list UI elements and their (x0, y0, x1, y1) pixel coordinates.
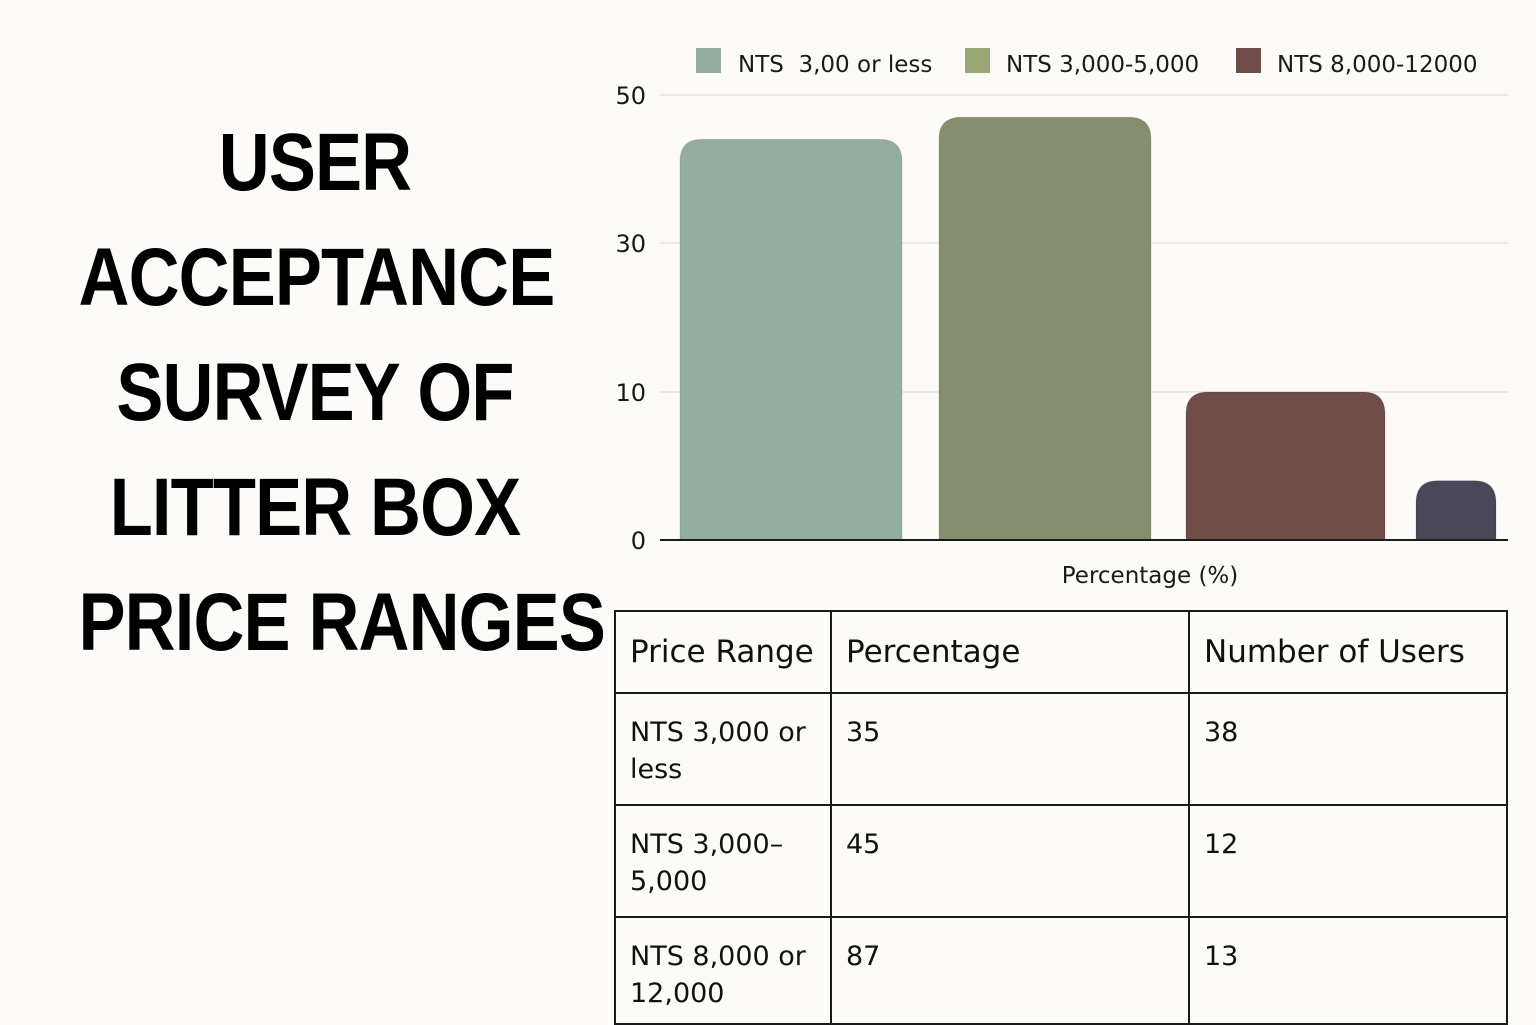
title-line: USER (218, 117, 412, 208)
title-line: SURVEY OF (116, 347, 514, 438)
bar (1415, 480, 1497, 541)
bar (938, 116, 1152, 541)
x-axis-title: Percentage (%) (1062, 563, 1239, 589)
chart-title: USER ACCEPTANCE SURVEY OF LITTER BOX PRI… (40, 105, 606, 680)
y-tick-label: 0 (631, 527, 646, 555)
table-cell: NTS 3,000–5,000 (614, 804, 832, 918)
table-cell: 87 (830, 916, 1190, 1025)
title-line: ACCEPTANCE (78, 232, 556, 323)
legend-label: NTS 3,000-5,000 (1006, 52, 1199, 78)
y-tick-label: 50 (615, 82, 646, 110)
table-row: NTS 3,000 or less 35 38 (614, 692, 1508, 806)
bar (1185, 391, 1386, 541)
table-cell: 38 (1188, 692, 1508, 806)
table-header-cell: Percentage (830, 610, 1190, 694)
table-cell: NTS 8,000 or 12,000 (614, 916, 832, 1025)
y-tick-label: 30 (615, 230, 646, 258)
y-tick-label: 10 (615, 379, 646, 407)
table-cell: 13 (1188, 916, 1508, 1025)
legend-label: NTS 3,00 or less (738, 52, 932, 78)
table-row: NTS 8,000 or 12,000 87 13 (614, 916, 1508, 1025)
legend-swatch (696, 48, 721, 73)
bar-chart: 0 10 30 50 Percentage (%) NTS 3,00 or less NTS… (615, 48, 1508, 589)
table-header-row: Price Range Percentage Number of Users (614, 610, 1508, 694)
title-line: LITTER BOX (109, 462, 521, 553)
table-cell: NTS 3,000 or less (614, 692, 832, 806)
table-row: NTS 3,000–5,000 45 12 (614, 804, 1508, 918)
bar (679, 138, 903, 541)
data-table: Price Range Percentage Number of Users N… (614, 610, 1508, 1025)
table-header-cell: Price Range (614, 610, 832, 694)
table-cell: 12 (1188, 804, 1508, 918)
table-header-cell: Number of Users (1188, 610, 1508, 694)
table-cell: 35 (830, 692, 1190, 806)
legend-swatch (1236, 48, 1261, 73)
title-line: PRICE RANGES (78, 577, 606, 668)
table-cell: 45 (830, 804, 1190, 918)
legend-label: NTS 8,000-12000 (1277, 52, 1477, 78)
legend-swatch (965, 48, 990, 73)
